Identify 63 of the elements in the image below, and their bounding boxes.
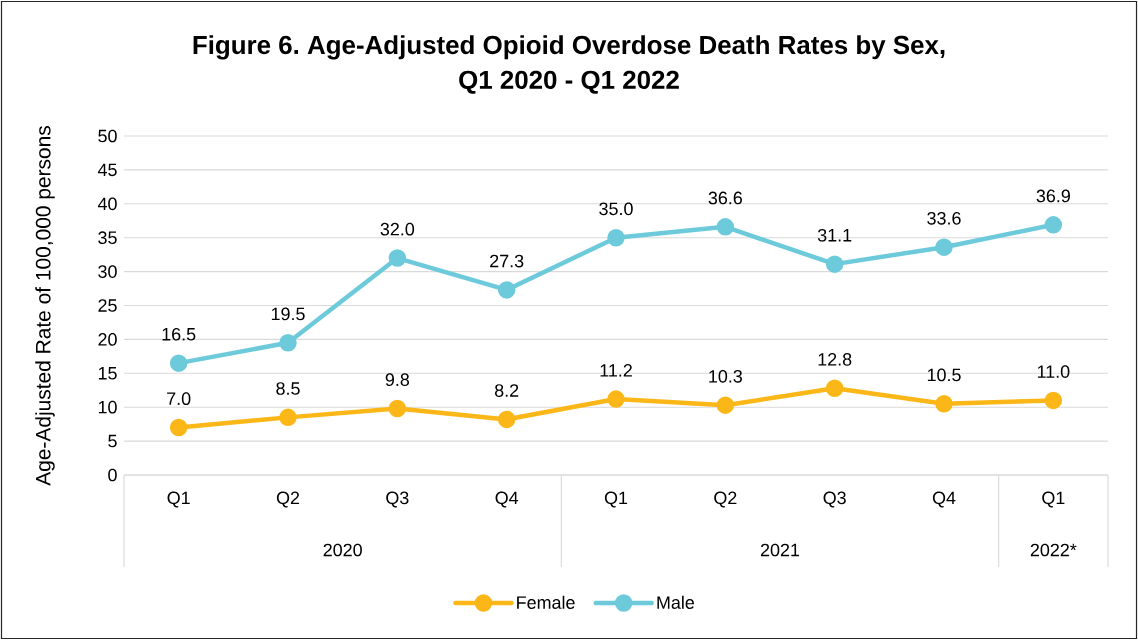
y-axis-title: Age-Adjusted Rate of 100,000 persons xyxy=(35,126,55,486)
x-tick-label: Q3 xyxy=(823,491,846,508)
y-tick-label: 5 xyxy=(108,434,117,448)
x-tick-label: Q1 xyxy=(1042,491,1065,508)
data-label: 33.6 xyxy=(927,211,961,225)
point xyxy=(169,418,188,437)
point xyxy=(935,395,953,413)
data-label: 11.0 xyxy=(1037,365,1070,378)
point xyxy=(497,410,516,429)
x-tick-label: Q1 xyxy=(604,491,628,508)
y-tick-label: 25 xyxy=(98,299,117,312)
data-label: 10.3 xyxy=(709,369,742,383)
data-label: 8.5 xyxy=(276,382,300,395)
point xyxy=(1044,391,1063,410)
legend-label: Female xyxy=(517,595,575,609)
data-label: 10.5 xyxy=(927,368,961,382)
text: 2022* xyxy=(1030,543,1077,557)
legend-label: Male xyxy=(657,595,695,609)
point xyxy=(607,228,625,247)
point xyxy=(825,255,844,273)
point xyxy=(388,399,407,418)
y-tick-label: 0 xyxy=(108,468,117,482)
x-tick-label: Q1 xyxy=(167,491,190,508)
point xyxy=(716,218,735,236)
point xyxy=(497,281,516,299)
data-label: 35.0 xyxy=(599,202,633,216)
y-tick-label: 15 xyxy=(98,367,117,380)
point xyxy=(1044,216,1063,234)
x-tick-label: Q4 xyxy=(495,491,519,508)
x-tick-label: Q4 xyxy=(932,491,956,508)
y-tick-label: 30 xyxy=(98,265,117,278)
point xyxy=(935,238,953,256)
point xyxy=(279,408,297,427)
data-label: 36.6 xyxy=(708,191,742,205)
y-tick-label: 45 xyxy=(97,163,117,177)
data-label: 7.0 xyxy=(167,392,191,406)
data-label: 8.2 xyxy=(494,384,519,397)
y-tick-label: 20 xyxy=(98,333,117,346)
point xyxy=(716,396,735,414)
chart-title: Figure 6. Age-Adjusted Opioid Overdose Death Rates by Sex, Q1 2020 - Q1 2022 xyxy=(193,35,945,94)
x-tick-label: Q3 xyxy=(386,491,409,508)
data-label: 31.1 xyxy=(817,228,852,242)
data-label: 19.5 xyxy=(271,307,305,321)
point xyxy=(825,379,844,397)
y-tick-label: 35 xyxy=(98,231,117,245)
point xyxy=(607,390,625,408)
data-label: 36.9 xyxy=(1036,189,1070,203)
point xyxy=(388,249,407,267)
y-tick-label: 10 xyxy=(98,400,117,414)
data-label: 11.2 xyxy=(600,364,632,377)
data-label: 16.5 xyxy=(162,327,196,341)
data-label: 27.3 xyxy=(490,254,524,268)
x-tick-label: Q2 xyxy=(276,491,300,508)
data-label: 32.0 xyxy=(380,222,415,236)
text: 2021 xyxy=(760,543,800,557)
y-tick-label: 40 xyxy=(97,197,117,211)
data-label: 9.8 xyxy=(385,373,410,387)
point xyxy=(279,334,297,352)
x-tick-label: Q2 xyxy=(714,491,737,508)
y-tick-label: 50 xyxy=(98,129,117,143)
data-label: 12.8 xyxy=(818,352,852,366)
point xyxy=(169,354,188,372)
text: 2020 xyxy=(323,543,362,557)
